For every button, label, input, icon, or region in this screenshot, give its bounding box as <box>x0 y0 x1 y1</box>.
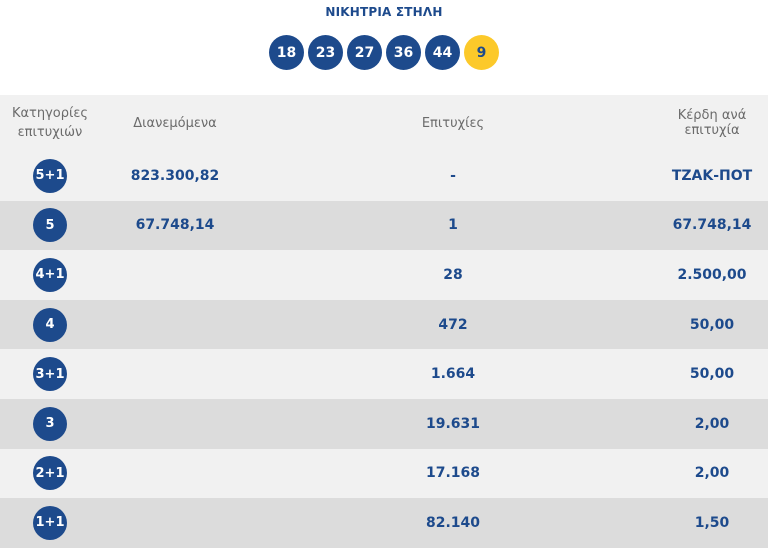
winning-number-ball: 27 <box>347 35 382 70</box>
prize-table: Κατηγορίες επιτυχιών Διανεμόμενα Επιτυχί… <box>0 95 768 548</box>
table-row: 3+1 1.664 50,00 <box>0 349 768 399</box>
table-row: 3 19.631 2,00 <box>0 398 768 449</box>
category-badge: 4+1 <box>33 257 67 292</box>
category-badge: 2+1 <box>33 456 67 491</box>
prize-cell: 50,00 <box>689 366 735 383</box>
column-header-winners: Επιτυχίες <box>421 115 485 131</box>
winners-cell: 19.631 <box>425 415 481 432</box>
prize-cell: ΤΖΑΚ-ΠΟΤ <box>671 167 753 184</box>
winners-cell: 28 <box>443 266 463 283</box>
winners-cell: 1.664 <box>430 366 476 383</box>
prize-cell: 1,50 <box>694 514 730 531</box>
prize-cell: 67.748,14 <box>672 217 752 234</box>
winning-number-ball: 18 <box>269 35 304 70</box>
distributed-cell: 823.300,82 <box>130 167 220 184</box>
winners-cell: 17.168 <box>425 465 481 482</box>
column-header-distributed: Διανεμόμενα <box>133 115 217 131</box>
winning-column-header: ΝΙΚΗΤΡΙΑ ΣΤΗΛΗ 18 23 27 36 44 9 <box>0 0 768 95</box>
distributed-cell: 67.748,14 <box>135 217 215 234</box>
category-badge: 4 <box>33 307 67 342</box>
winners-cell: 82.140 <box>425 514 481 531</box>
winners-cell: 472 <box>438 316 468 333</box>
table-row: 2+1 17.168 2,00 <box>0 448 768 499</box>
table-row: 5+1 823.300,82 - ΤΖΑΚ-ΠΟΤ <box>0 151 768 201</box>
column-header-categories: Κατηγορίες επιτυχιών <box>11 106 89 140</box>
winning-column-title: ΝΙΚΗΤΡΙΑ ΣΤΗΛΗ <box>325 5 443 19</box>
prize-cell: 50,00 <box>689 316 735 333</box>
category-badge: 5 <box>33 208 67 243</box>
category-badge: 1+1 <box>33 505 67 540</box>
winners-cell: 1 <box>448 217 458 234</box>
table-row: 5 67.748,14 1 67.748,14 <box>0 200 768 251</box>
prize-table-header: Κατηγορίες επιτυχιών Διανεμόμενα Επιτυχί… <box>0 95 768 151</box>
bonus-number-ball: 9 <box>464 35 499 70</box>
category-badge: 3 <box>33 406 67 441</box>
prize-cell: 2,00 <box>694 415 730 432</box>
category-badge: 3+1 <box>33 357 67 392</box>
category-badge: 5+1 <box>33 158 67 193</box>
winners-cell: - <box>450 167 456 184</box>
winning-numbers: 18 23 27 36 44 9 <box>0 35 768 70</box>
table-row: 4+1 28 2.500,00 <box>0 250 768 300</box>
table-row: 4 472 50,00 <box>0 299 768 350</box>
winning-number-ball: 44 <box>425 35 460 70</box>
winning-number-ball: 23 <box>308 35 343 70</box>
winning-number-ball: 36 <box>386 35 421 70</box>
table-row: 1+1 82.140 1,50 <box>0 498 768 548</box>
prize-cell: 2,00 <box>694 465 730 482</box>
prize-cell: 2.500,00 <box>677 266 747 283</box>
column-header-prize: Κέρδη ανά επιτυχία <box>677 108 747 138</box>
